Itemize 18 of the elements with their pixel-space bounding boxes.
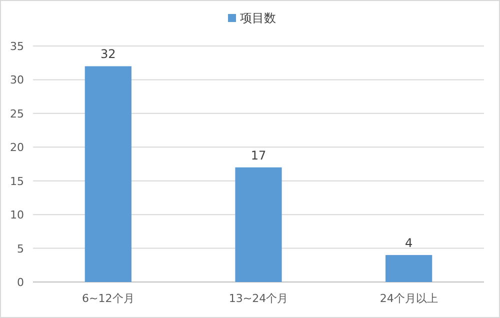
x-tick-label: 6~12个月 [82, 292, 134, 305]
y-tick-label: 25 [10, 107, 24, 120]
data-label: 32 [100, 47, 116, 62]
y-tick-label: 0 [17, 276, 24, 289]
y-tick-label: 5 [17, 242, 24, 256]
y-tick-label: 30 [10, 74, 24, 87]
data-label: 17 [250, 148, 266, 162]
bar [84, 66, 132, 282]
bar [235, 167, 282, 282]
x-tick-label: 24个月以上 [380, 292, 438, 305]
y-tick-label: 10 [10, 208, 24, 222]
bar [386, 255, 432, 282]
legend-label: 项目数 [240, 11, 276, 25]
x-tick-label: 13~24个月 [228, 292, 288, 305]
data-label: 4 [405, 236, 413, 250]
y-tick-label: 20 [10, 141, 24, 154]
y-tick-label: 35 [10, 40, 24, 53]
y-tick-label: 15 [10, 174, 24, 188]
